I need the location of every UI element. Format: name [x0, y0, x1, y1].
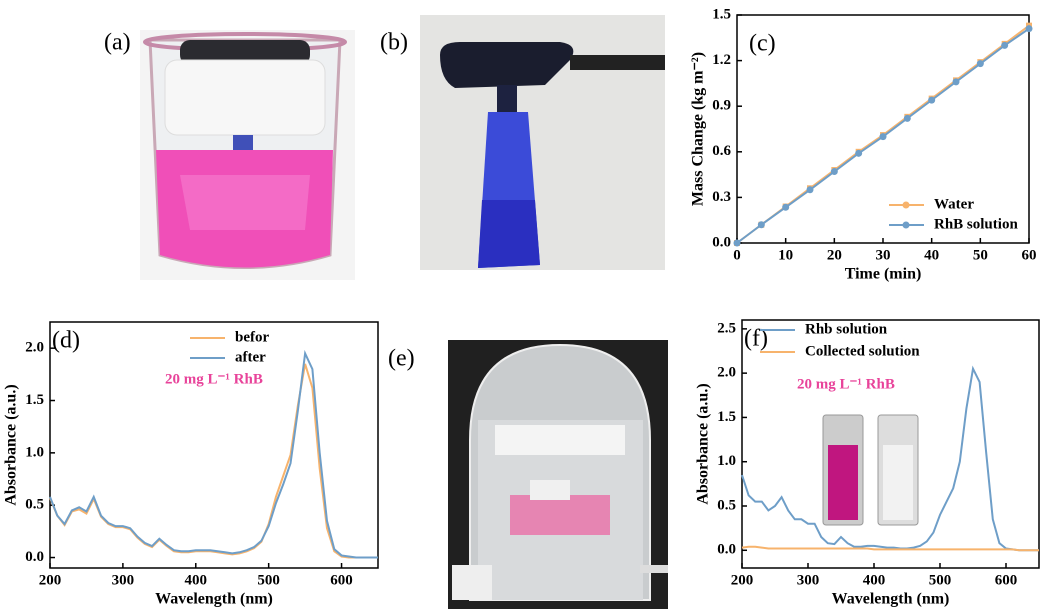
- panel-label: (c): [749, 31, 776, 57]
- y-tick-label: 0.9: [712, 98, 731, 114]
- y-tick-label: 1.0: [717, 453, 736, 469]
- x-tick-label: 600: [995, 572, 1018, 588]
- x-tick-label: 500: [929, 572, 952, 588]
- marker: [807, 186, 814, 193]
- y-tick-label: 0.0: [717, 542, 736, 558]
- legend-marker: [903, 222, 910, 229]
- y-tick-label: 2.5: [717, 320, 736, 336]
- x-tick-label: 10: [778, 247, 793, 263]
- legend-label: Water: [934, 196, 974, 212]
- y-tick-label: 0.3: [712, 189, 731, 205]
- x-tick-label: 40: [924, 247, 939, 263]
- legend-label: Rhb solution: [805, 321, 888, 337]
- x-tick-label: 60: [1022, 247, 1037, 263]
- y-tick-label: 1.5: [25, 392, 44, 408]
- x-tick-label: 50: [973, 247, 988, 263]
- x-tick-label: 0: [733, 247, 741, 263]
- x-tick-label: 400: [185, 572, 208, 588]
- x-tick-label: 200: [39, 572, 62, 588]
- x-tick-label: 30: [876, 247, 891, 263]
- y-tick-label: 0.0: [712, 234, 731, 250]
- legend-label: befor: [235, 329, 269, 345]
- y-tick-label: 0.0: [25, 549, 44, 565]
- x-tick-label: 20: [827, 247, 842, 263]
- x-axis-label: Wavelength (nm): [832, 591, 950, 608]
- y-tick-label: 0.6: [712, 143, 731, 159]
- annotation: 20 mg L⁻¹ RhB: [165, 371, 263, 387]
- marker: [880, 133, 887, 140]
- y-axis-label: Mass Change (kg m⁻²): [690, 52, 707, 206]
- marker: [758, 221, 765, 228]
- y-tick-label: 1.2: [712, 52, 731, 68]
- y-axis-label: Absorbance (a.u.): [3, 384, 20, 505]
- photo-a: [140, 30, 355, 280]
- legend-label: RhB solution: [934, 216, 1018, 232]
- y-tick-label: 1.0: [25, 444, 44, 460]
- marker: [1001, 42, 1008, 49]
- marker: [734, 240, 741, 247]
- annotation: 20 mg L⁻¹ RhB: [797, 376, 895, 392]
- marker: [782, 204, 789, 211]
- photo-label: (b): [380, 30, 408, 56]
- y-tick-label: 0.5: [25, 497, 44, 513]
- marker: [1026, 25, 1033, 32]
- legend-marker: [903, 202, 910, 209]
- marker: [831, 168, 838, 175]
- x-axis-label: Wavelength (nm): [155, 591, 273, 608]
- marker: [928, 97, 935, 104]
- x-tick-label: 300: [797, 572, 820, 588]
- y-tick-label: 0.5: [717, 497, 736, 513]
- y-tick-label: 2.0: [25, 340, 44, 356]
- photo-e: [448, 340, 668, 609]
- marker: [953, 78, 960, 85]
- cuvette-inset: [823, 415, 918, 525]
- legend-label: after: [235, 349, 266, 365]
- y-axis-label: Absorbance (a.u.): [695, 383, 712, 504]
- x-tick-label: 600: [330, 572, 353, 588]
- figure: (a) (b) (e) 0.0 0.3 0.6 0.9 1.2 1.5 0 10 20 30 40 5…: [0, 0, 1041, 609]
- photo-label: (e): [388, 346, 415, 372]
- x-tick-label: 400: [863, 572, 886, 588]
- y-tick-label: 1.5: [717, 409, 736, 425]
- legend-label: Collected solution: [805, 343, 920, 359]
- x-tick-label: 200: [731, 572, 754, 588]
- panel-label: (d): [52, 328, 80, 354]
- marker: [855, 150, 862, 157]
- x-axis-label: Time (min): [845, 266, 922, 283]
- x-tick-label: 500: [257, 572, 280, 588]
- marker: [977, 60, 984, 67]
- marker: [904, 115, 911, 122]
- x-tick-label: 300: [112, 572, 135, 588]
- y-tick-label: 1.5: [712, 6, 731, 22]
- photo-b: [420, 15, 665, 270]
- photo-label: (a): [104, 30, 131, 56]
- y-tick-label: 2.0: [717, 365, 736, 381]
- plot-frame: [737, 15, 1029, 243]
